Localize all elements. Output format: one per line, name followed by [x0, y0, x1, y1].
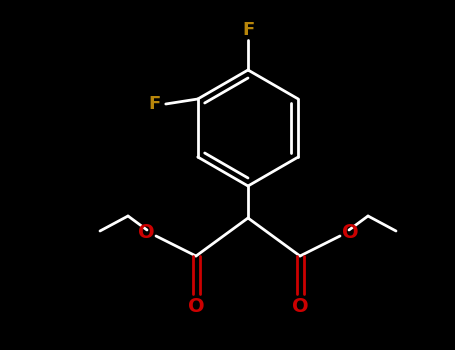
Text: O: O — [292, 298, 308, 316]
Text: F: F — [242, 21, 254, 39]
Text: O: O — [342, 224, 359, 243]
Text: F: F — [149, 95, 161, 113]
Text: O: O — [187, 298, 204, 316]
Text: O: O — [138, 224, 154, 243]
